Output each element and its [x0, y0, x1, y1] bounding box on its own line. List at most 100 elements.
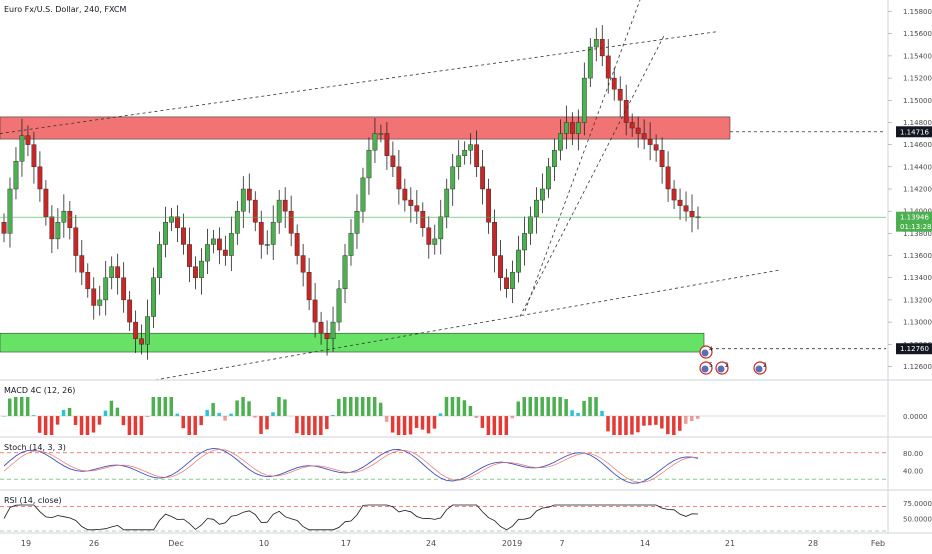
candle-body: [480, 167, 484, 189]
macd-bar: [582, 401, 586, 416]
macd-bar: [8, 399, 12, 416]
candle-body: [474, 145, 478, 167]
candle-body: [385, 134, 389, 156]
macd-bar: [271, 412, 275, 416]
time-tick-label: 28: [808, 539, 818, 548]
stoch-pane[interactable]: Stoch (14, 3, 3): [0, 443, 886, 483]
candle-body: [151, 278, 155, 317]
macd-bar: [205, 410, 209, 416]
macd-bar: [176, 414, 180, 416]
macd-bar: [528, 397, 532, 416]
price-tick-label: 1.13200: [903, 296, 932, 304]
price-tick-label: 1.15200: [903, 75, 932, 83]
candle-body: [92, 289, 96, 306]
candle-body: [606, 56, 610, 78]
candle-body: [74, 228, 78, 256]
candle-body: [349, 233, 353, 255]
macd-bar: [469, 406, 473, 416]
candle-body: [337, 289, 341, 322]
macd-bar: [355, 397, 359, 416]
candle-body: [654, 145, 658, 151]
candle-body: [271, 222, 275, 244]
event-badge-count: 4: [709, 346, 713, 353]
candle-body: [181, 228, 185, 245]
macd-bar: [696, 416, 700, 419]
macd-bar: [38, 416, 42, 433]
macd-pane[interactable]: MACD 4C (12, 26): [0, 386, 886, 435]
event-badge-count: 2: [763, 362, 767, 369]
price-tick-label: 1.14200: [903, 186, 932, 194]
price-tick-label: 1.12600: [903, 363, 932, 371]
macd-bar: [648, 416, 652, 425]
candle-body: [205, 244, 209, 261]
macd-bar: [92, 416, 96, 433]
candle-body: [253, 200, 257, 222]
rsi-label: RSI (14, close): [4, 496, 62, 505]
candle-body: [247, 189, 251, 200]
candle-body: [576, 122, 580, 133]
candle-body: [277, 200, 281, 222]
macd-bar: [152, 397, 156, 416]
macd-bar: [253, 416, 257, 418]
macd-bar: [445, 397, 449, 416]
macd-bar: [457, 397, 461, 416]
candle-body: [684, 206, 688, 212]
macd-bar: [223, 416, 227, 421]
rsi-pane[interactable]: RSI (14, close): [0, 496, 886, 531]
chart-title: Euro Fx/U.S. Dollar, 240, FXCM: [4, 5, 126, 14]
candle-body: [301, 256, 305, 273]
macd-tick-label: 0.0000: [903, 413, 928, 421]
trendline-lower: [155, 270, 780, 380]
macd-bar: [427, 416, 431, 433]
candle-body: [516, 250, 520, 272]
macd-bar: [235, 400, 239, 416]
candle-body: [552, 150, 556, 167]
candle-body: [133, 322, 137, 339]
macd-bar: [343, 397, 347, 416]
candle-body: [121, 278, 125, 300]
candle-body: [540, 189, 544, 200]
candle-body: [630, 122, 634, 128]
macd-bar: [517, 402, 521, 416]
macd-bar: [193, 416, 197, 435]
candle-body: [462, 150, 466, 156]
macd-bar: [229, 414, 233, 416]
event-badge-count: 2: [725, 362, 729, 369]
candle-body: [510, 272, 514, 289]
candle-body: [157, 244, 161, 277]
macd-bar: [391, 416, 395, 433]
macd-bar: [672, 416, 676, 435]
candle-body: [223, 250, 227, 256]
macd-bar: [523, 397, 527, 416]
macd-bar: [20, 397, 24, 416]
candle-body: [343, 256, 347, 289]
candle-body: [331, 322, 335, 339]
macd-bar: [199, 416, 203, 425]
candle-body: [433, 239, 437, 245]
candle-body: [594, 39, 598, 47]
candle-body: [313, 300, 317, 322]
candle-body: [199, 261, 203, 278]
macd-bar: [116, 408, 120, 416]
macd-bar: [86, 416, 90, 435]
candle-body: [379, 134, 383, 135]
macd-bar: [325, 416, 329, 429]
macd-bar: [558, 397, 562, 416]
candle-body: [235, 211, 239, 233]
macd-bar: [415, 416, 419, 428]
macd-bar: [678, 416, 682, 431]
candle-body: [546, 167, 550, 189]
macd-bar: [259, 416, 263, 434]
candle-body: [355, 211, 359, 233]
macd-bar: [80, 416, 84, 435]
candle-body: [612, 78, 616, 89]
candle-body: [588, 47, 592, 78]
candle-body: [397, 167, 401, 189]
candle-body: [504, 278, 508, 289]
candle-body: [38, 167, 42, 189]
candle-body: [558, 134, 562, 151]
candle-body: [648, 139, 652, 145]
